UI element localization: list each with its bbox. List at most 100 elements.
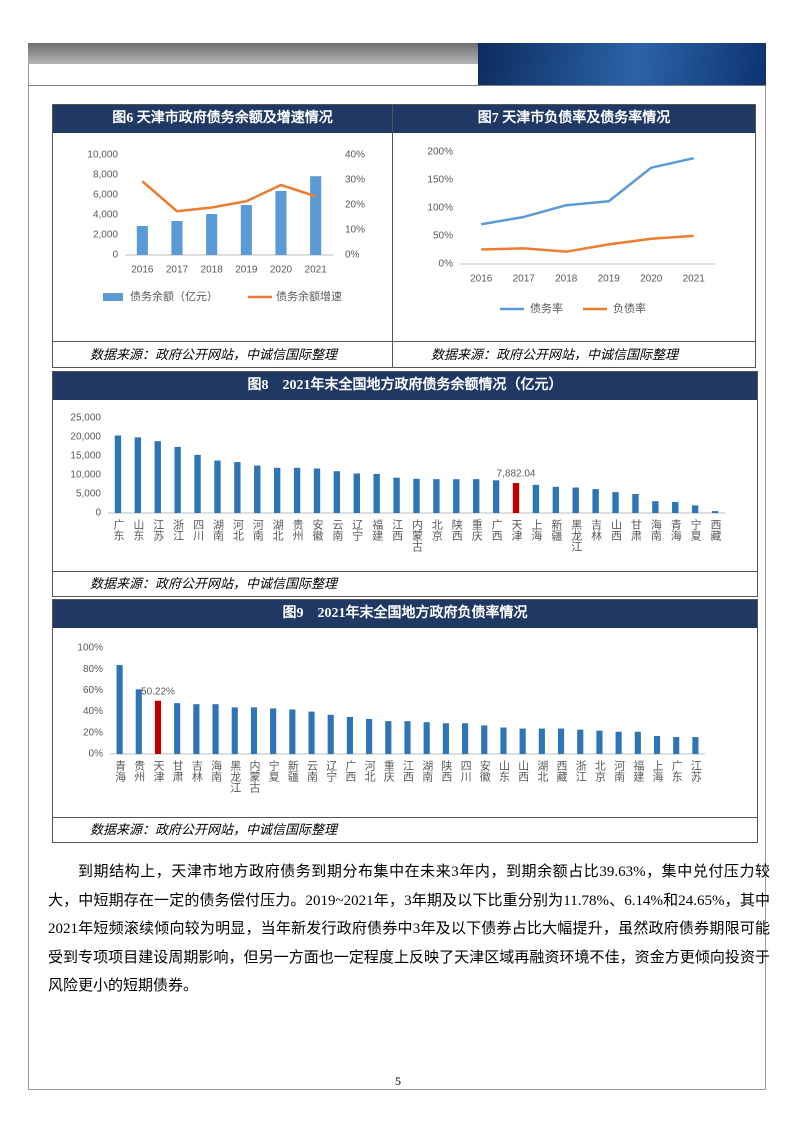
figure-box	[52, 371, 758, 597]
bar	[632, 494, 639, 513]
x-tick-label: 2021	[305, 265, 328, 276]
x-tick-label: 贵州	[133, 760, 146, 782]
x-tick-label: 2017	[513, 274, 536, 285]
x-tick-label: 广东	[670, 760, 683, 782]
x-tick-label: 湖南	[421, 760, 434, 782]
bar	[327, 714, 334, 754]
x-tick-label: 云南	[306, 760, 319, 782]
figure-box	[52, 599, 758, 843]
bar	[174, 446, 181, 513]
x-tick-label: 浙江	[172, 519, 185, 541]
figure-title: 图8 2021年末全国地方政府债务余额情况（亿元）	[53, 372, 757, 400]
y-tick-label: 15,000	[70, 451, 101, 462]
x-tick-label: 云南	[331, 519, 344, 541]
bar	[442, 723, 449, 754]
bar	[313, 468, 321, 513]
bar	[154, 441, 161, 513]
x-tick-label: 福建	[371, 518, 384, 542]
bar	[308, 711, 315, 754]
header-rule	[28, 85, 766, 86]
bar	[333, 471, 341, 513]
x-tick-label: 甘肃	[171, 760, 184, 783]
bar	[462, 723, 469, 754]
x-tick-label: 宁夏	[689, 518, 702, 541]
x-tick-label: 贵州	[291, 519, 304, 541]
y-tick-label: 0%	[89, 749, 104, 760]
bar	[532, 484, 540, 513]
y-tick-label: 40%	[83, 706, 103, 717]
x-tick-label: 重庆	[470, 518, 483, 542]
bar	[634, 731, 641, 754]
y-tick-label: 150%	[427, 175, 453, 186]
y2-tick-label: 20%	[345, 200, 365, 211]
x-tick-label: 广西	[490, 519, 503, 541]
x-tick-label: 内蒙古	[248, 759, 260, 793]
x-tick-label: 青海	[669, 519, 682, 542]
x-tick-label: 上海	[530, 519, 543, 542]
bar	[433, 479, 440, 513]
x-tick-label: 甘肃	[629, 519, 642, 542]
x-tick-label: 广东	[112, 519, 125, 541]
y-tick-label: 80%	[83, 664, 103, 675]
figure-divider	[392, 104, 393, 368]
bar	[293, 467, 301, 513]
x-tick-label: 西藏	[555, 760, 568, 783]
x-tick-label: 重庆	[382, 759, 395, 783]
x-tick-label: 福建	[632, 759, 645, 783]
y-tick-label: 20,000	[70, 432, 101, 443]
x-tick-label: 上海	[651, 760, 664, 783]
bar	[289, 709, 296, 754]
chart: 0 2,000 4,000 6,000 8,000 10,000 0% 10% 20% 30% 40…	[87, 150, 365, 303]
bar	[135, 689, 142, 754]
bar	[423, 722, 430, 754]
bar	[214, 460, 221, 513]
y-tick-label: 5,000	[76, 489, 101, 500]
bar	[652, 501, 659, 513]
bar	[404, 721, 411, 754]
bar	[519, 728, 526, 754]
x-tick-label: 安徽	[478, 759, 491, 783]
legend-swatch	[103, 293, 123, 301]
chart: 0 5,000 10,000 15,000 20,000 25,000 广东 山东 江苏 浙江 四川…	[70, 413, 725, 552]
bar	[154, 700, 162, 754]
bar	[212, 704, 219, 754]
bar	[481, 725, 488, 754]
x-tick-label: 2020	[270, 265, 293, 276]
x-tick-label: 山西	[517, 760, 530, 782]
data-label: 50.22%	[141, 686, 175, 697]
x-tick-label: 陕西	[450, 518, 463, 541]
figure-title: 图6 天津市政府债务余额及增速情况	[53, 105, 392, 133]
bar	[275, 191, 287, 255]
figure-title: 图9 2021年末全国地方政府负债率情况	[53, 600, 757, 628]
x-tick-label: 江西	[391, 519, 404, 541]
x-tick-label: 河南	[251, 519, 264, 541]
bar	[393, 477, 400, 513]
x-tick-label: 新疆	[286, 759, 299, 782]
x-tick-label: 新疆	[550, 518, 563, 541]
x-tick-label: 天津	[152, 760, 165, 782]
chart: 0% 20% 40% 60% 80% 100% 青海 贵州 天津 甘肃 吉林 海南 黑龙江 内蒙古 宁夏 新疆…	[77, 643, 705, 793]
x-tick-label: 2021	[683, 274, 706, 285]
source-note: 数据来源：政府公开网站，中诚信国际整理	[90, 576, 338, 591]
x-tick-label: 湖南	[211, 519, 224, 541]
line-series	[141, 180, 317, 213]
bar	[572, 487, 579, 513]
x-tick-label: 江苏	[152, 519, 165, 542]
bar	[346, 716, 353, 754]
y-tick-label: 6,000	[93, 190, 118, 201]
bar	[250, 707, 258, 754]
x-tick-label: 辽宁	[351, 519, 364, 541]
bar	[206, 214, 218, 255]
bar	[557, 728, 565, 754]
x-tick-label: 四川	[192, 519, 205, 541]
x-tick-label: 天津	[510, 519, 522, 541]
body-paragraph: 到期结构上，天津市地方政府债务到期分布集中在未来3年内，到期余额占比39.63%…	[48, 864, 770, 994]
x-tick-label: 吉林	[190, 760, 203, 782]
y-tick-label: 10,000	[87, 150, 118, 161]
y-tick-label: 100%	[77, 643, 103, 654]
x-tick-label: 湖北	[271, 519, 284, 541]
bar	[353, 473, 360, 513]
data-label: 7,882.04	[497, 469, 536, 480]
page-number: 5	[395, 1074, 401, 1088]
